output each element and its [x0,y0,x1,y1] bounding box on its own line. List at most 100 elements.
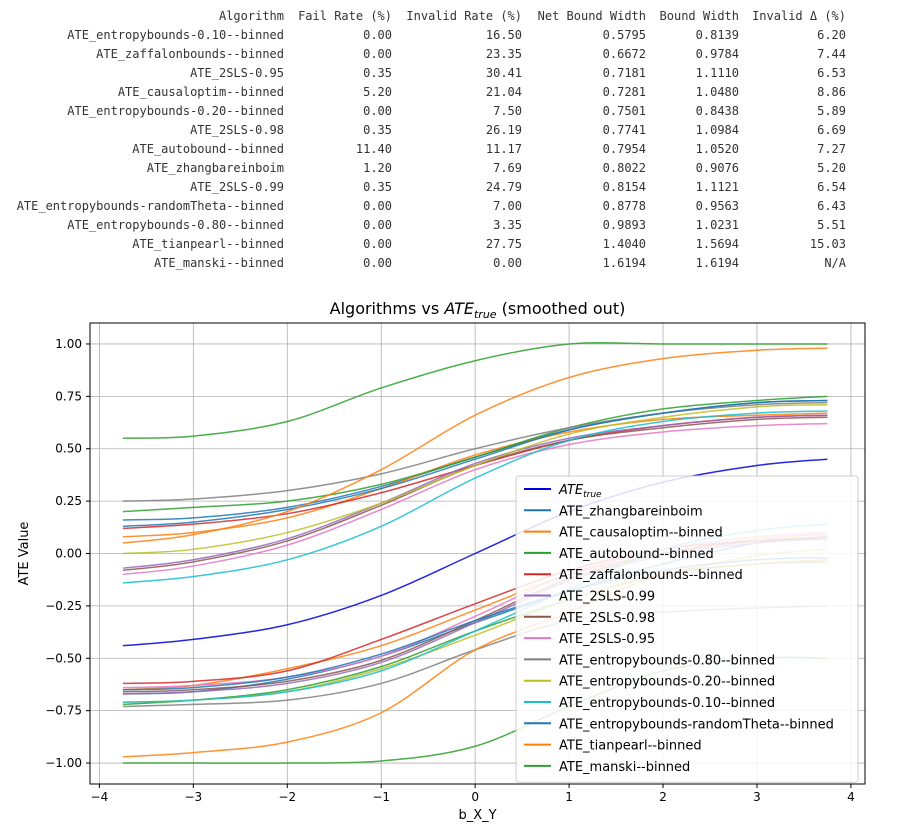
table-cell: 26.19 [486,123,522,137]
table-cell: 24.79 [486,180,522,194]
table-cell: 0.5795 [603,28,646,42]
series-line-ate-tianpearl-binned-upper [122,347,828,544]
table-cell: 0.00 [363,218,392,232]
table-cell: 0.00 [363,199,392,213]
table-cell: 6.20 [817,28,846,42]
table-cell: 21.04 [486,85,522,99]
table-row-label: ATE_zhangbareinboim [147,161,284,175]
y-tick-label: −0.75 [45,704,82,718]
x-tick-label: 2 [659,790,667,804]
table-row-label: ATE_entropybounds-0.20--binned [67,104,284,118]
table-cell: 1.5694 [696,237,739,251]
x-axis-label: b_X_Y [458,808,496,823]
chart-title: Algorithms vs ATEtrue (smoothed out) [330,299,626,321]
table-cell: 1.0480 [696,85,739,99]
results-table: Algorithm Fail Rate (%) Invalid Rate (%) Ne… [0,6,908,276]
legend-entry: ATE_entropybounds-0.80--binned [559,653,775,668]
legend-entry: ATE_2SLS-0.98 [559,611,655,626]
table-row-label: ATE_2SLS-0.95 [190,66,284,80]
table-cell: 5.20 [817,161,846,175]
table-cell: 0.7181 [603,66,646,80]
table-cell: 1.0231 [696,218,739,232]
y-tick-label: −0.25 [45,599,82,613]
table-cell: 0.7281 [603,85,646,99]
table-header-5: Invalid Δ (%) [752,9,846,23]
table-cell: 0.9784 [696,47,739,61]
table-cell: 5.20 [363,85,392,99]
x-tick-label: −3 [184,790,202,804]
y-tick-label: 0.25 [55,494,82,508]
bounds-chart: Algorithms vs ATEtrue (smoothed out) −4 −3… [0,292,908,836]
table-cell: 7.00 [493,199,522,213]
table-header-2: Invalid Rate (%) [406,9,522,23]
table-cell: 0.00 [363,237,392,251]
legend-entry: ATE_entropybounds-randomTheta--binned [559,717,834,732]
legend-entry: ATE_tianpearl--binned [559,739,702,754]
table-cell: 0.9893 [603,218,646,232]
table-cell: 1.20 [363,161,392,175]
x-tick-label: 0 [471,790,479,804]
series-line-ate-manski-binned-upper [122,341,828,439]
y-tick-label: −1.00 [45,756,82,770]
table-header-0: Algorithm [219,9,284,23]
table-cell: 1.1110 [696,66,739,80]
table-cell: 0.35 [363,180,392,194]
table-cell: 1.6194 [603,256,646,270]
table-cell: 0.6672 [603,47,646,61]
x-tick-label: −1 [372,790,390,804]
y-tick-label: 0.50 [55,442,82,456]
legend-entry: ATE_entropybounds-0.20--binned [559,675,775,690]
table-row-label: ATE_entropybounds-0.10--binned [67,28,284,42]
series-line-ate-entropybounds-randomtheta-binned-upper [122,399,828,528]
y-axis-label: ATE Value [17,522,32,586]
table-cell: 0.00 [363,47,392,61]
legend-box [515,475,859,783]
table-cell: 7.27 [817,142,846,156]
legend-entry: ATE_entropybounds-0.10--binned [559,696,775,711]
y-tick-label: 0.00 [55,547,82,561]
series-line-ate-autobound-binned-upper [122,395,828,513]
series-line-ate-entropybounds-0-10-binned-upper [122,410,828,584]
table-cell: 0.00 [363,28,392,42]
table-cell: 1.6194 [696,256,739,270]
table-cell: 15.03 [810,237,846,251]
table-cell: 5.51 [817,218,846,232]
series-line-ate-true-lower [122,458,828,647]
table-cell: 0.8139 [696,28,739,42]
table-cell: 8.86 [817,85,846,99]
series-line-ate-2sls-0-95-upper [122,422,828,576]
table-cell: 0.9076 [696,161,739,175]
x-tick-label: 4 [847,790,855,804]
table-cell: 0.8022 [603,161,646,175]
table-cell: 3.35 [493,218,522,232]
table-cell: 16.50 [486,28,522,42]
legend-entry: ATE_autobound--binned [559,547,714,562]
table-header-1: Fail Rate (%) [298,9,392,23]
table-row-label: ATE_entropybounds-0.80--binned [67,218,284,232]
y-tick-label: 0.75 [55,389,82,403]
table-row-label: ATE_tianpearl--binned [132,237,284,251]
x-tick-label: 3 [753,790,761,804]
table-row-label: ATE_2SLS-0.99 [190,180,284,194]
x-tick-label: −2 [278,790,296,804]
table-cell: 1.1121 [696,180,739,194]
table-cell: 6.43 [817,199,846,213]
table-row-label: ATE_entropybounds-randomTheta--binned [17,199,284,213]
legend-entry: ATE_2SLS-0.99 [559,590,655,605]
table-row-label: ATE_manski--binned [154,256,284,270]
table-cell: 7.44 [817,47,846,61]
table-cell: 30.41 [486,66,522,80]
y-tick-label: −0.50 [45,651,82,665]
table-cell: 1.0520 [696,142,739,156]
table-cell: 11.40 [356,142,392,156]
table-cell: 6.69 [817,123,846,137]
legend-entry: ATEtrue [558,483,602,500]
table-cell: 0.00 [493,256,522,270]
legend-entry: ATE_causaloptim--binned [559,526,723,541]
legend: ATEtrue ATE_zhangbareinboim ATE_causalopti… [515,475,859,783]
x-tick-label: −4 [91,790,109,804]
table-row-label: ATE_zaffalonbounds--binned [96,47,284,61]
legend-entry: ATE_zhangbareinboim [559,504,703,519]
y-tick-label: 1.00 [55,337,82,351]
results-table-canvas: Algorithm Fail Rate (%) Invalid Rate (%) Ne… [17,9,847,270]
